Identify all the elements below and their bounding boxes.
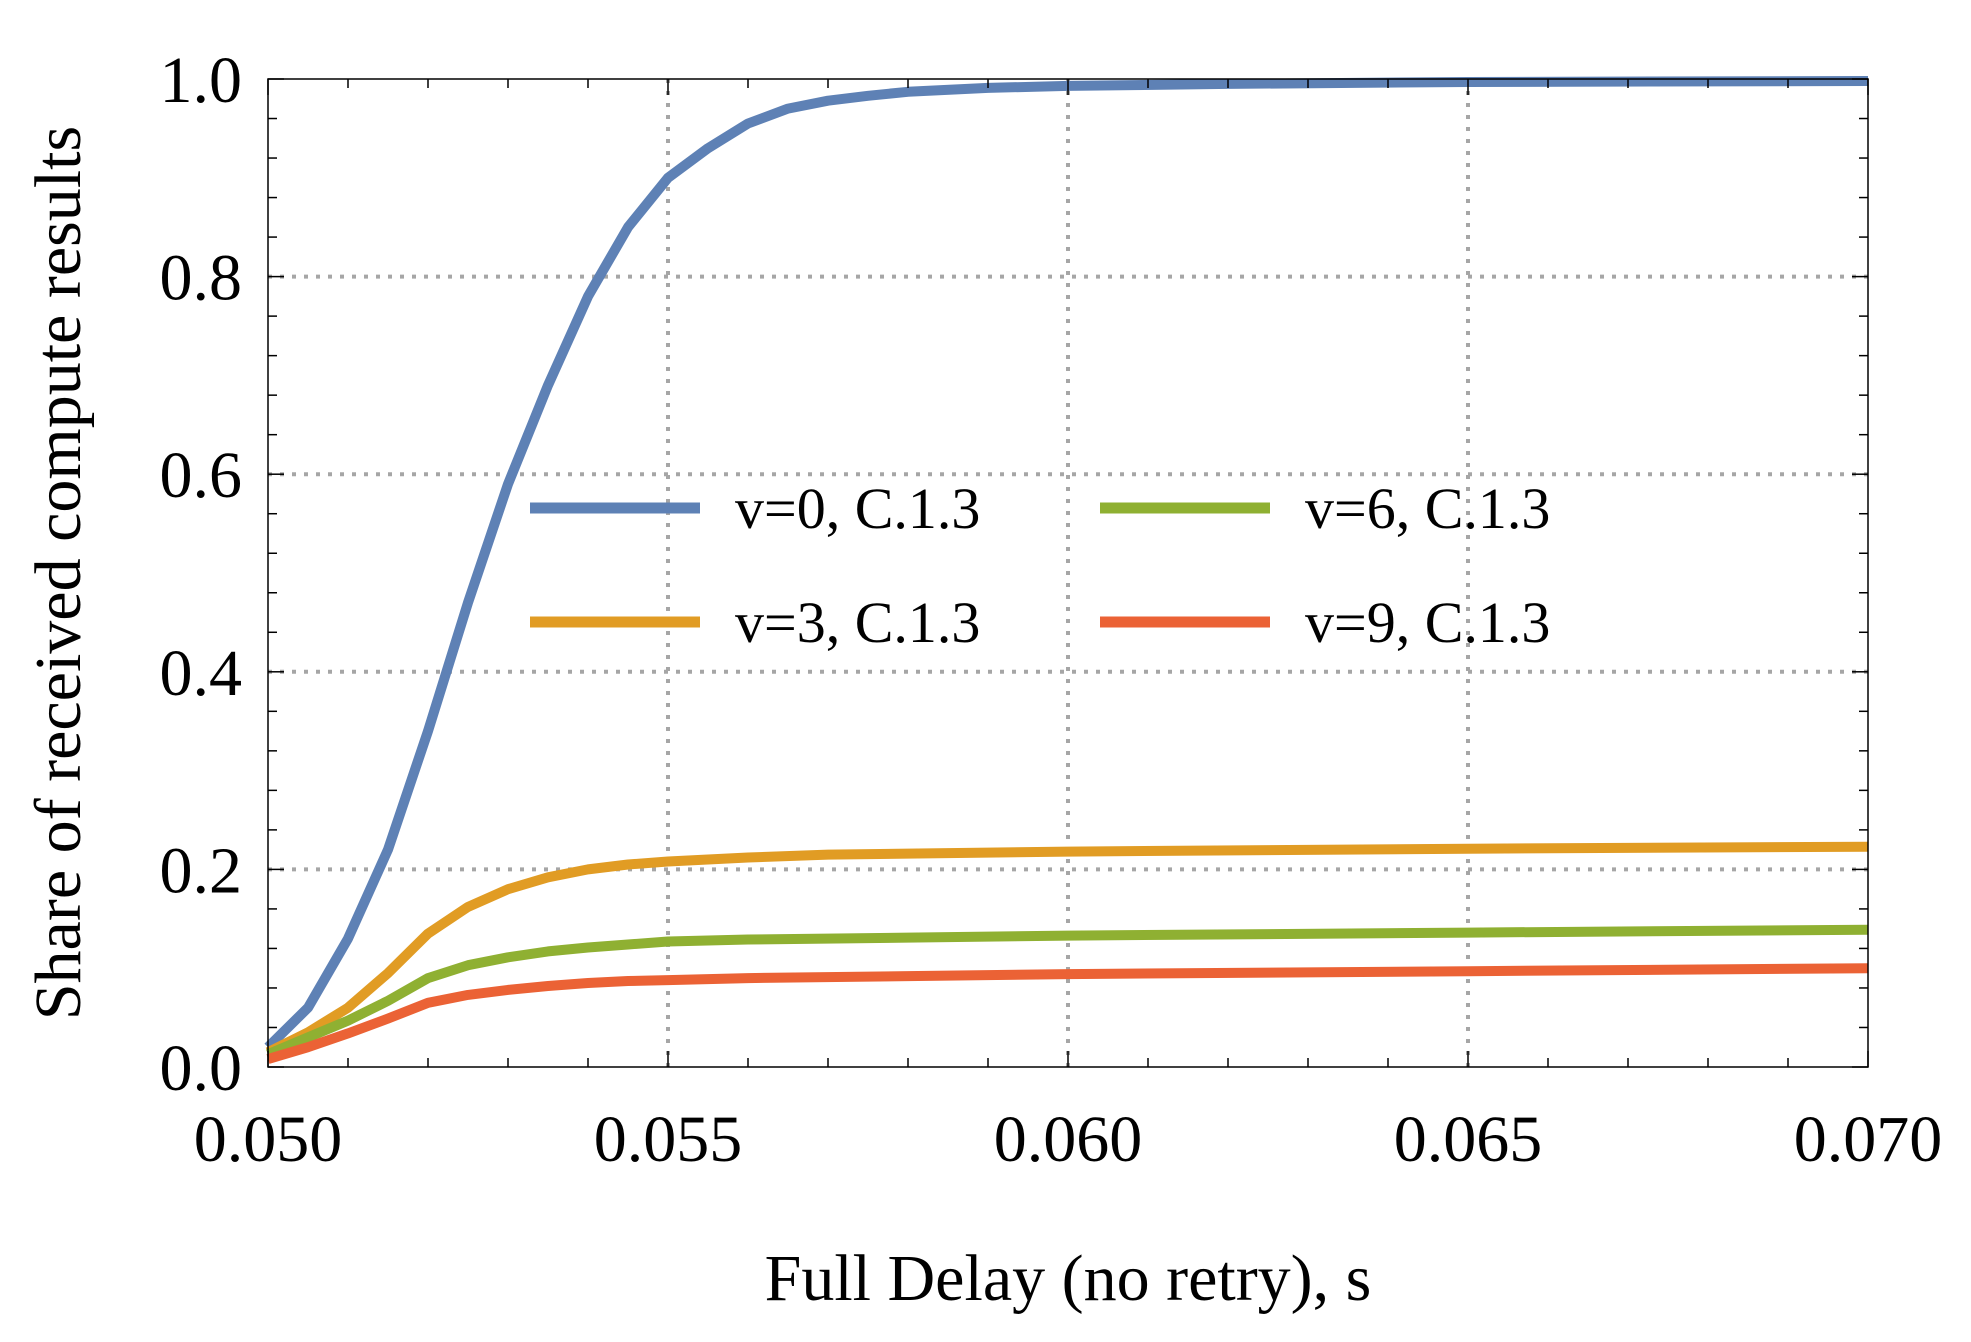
- legend-label-1: v=3, C.1.3: [735, 590, 980, 655]
- y-tick-label: 0.4: [160, 637, 243, 710]
- series-line-3: [266, 963, 1869, 1064]
- x-tick-label: 0.070: [1794, 1103, 1943, 1176]
- x-tick-label: 0.065: [1394, 1103, 1543, 1176]
- y-tick-label: 0.6: [160, 439, 243, 512]
- grid-lines: [268, 79, 1868, 1067]
- series-lines: [264, 76, 1869, 1064]
- y-tick-label: 0.0: [160, 1032, 243, 1105]
- x-tick-label: 0.060: [994, 1103, 1143, 1176]
- legend: v=0, C.1.3 v=3, C.1.3 v=6, C.1.3 v=9, C.1.3: [530, 476, 1550, 655]
- x-tick-label: 0.055: [594, 1103, 743, 1176]
- axis-ticks: 0.050 0.055 0.060 0.065 0.070 0.0 0.2 0.4 0.6 0.8…: [160, 44, 1943, 1176]
- x-axis-title: Full Delay (no retry), s: [765, 1242, 1372, 1315]
- legend-label-3: v=9, C.1.3: [1305, 590, 1550, 655]
- y-tick-label: 0.2: [160, 834, 243, 907]
- series-line-0: [264, 76, 1869, 1051]
- legend-label-2: v=6, C.1.3: [1305, 476, 1550, 541]
- y-tick-label: 0.8: [160, 242, 243, 315]
- series-line-1: [265, 841, 1869, 1057]
- y-axis-title: Share of received compute results: [22, 126, 95, 1020]
- series-line-2: [266, 924, 1869, 1059]
- y-tick-label: 1.0: [160, 44, 243, 117]
- legend-label-0: v=0, C.1.3: [735, 476, 980, 541]
- x-tick-label: 0.050: [194, 1103, 343, 1176]
